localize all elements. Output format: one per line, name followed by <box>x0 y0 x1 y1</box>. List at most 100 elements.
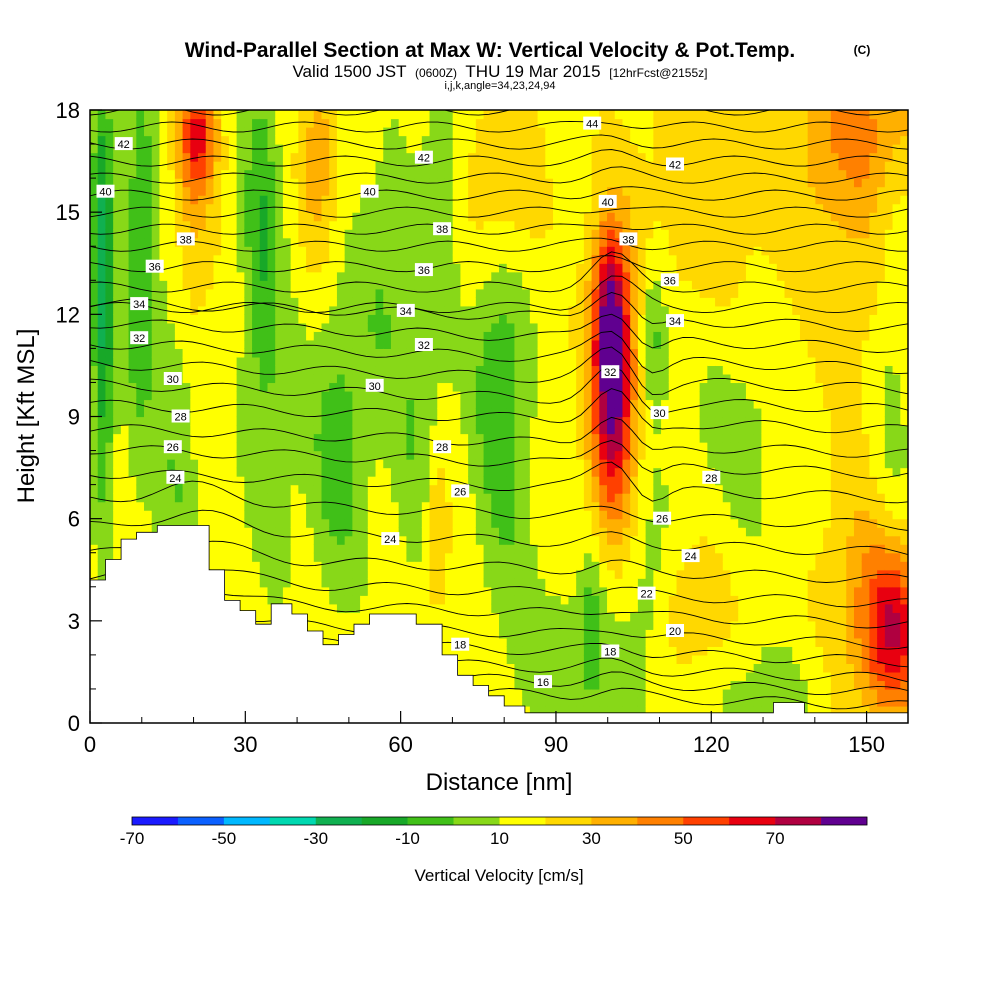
velocity-cell <box>329 322 338 332</box>
velocity-cell <box>213 450 222 460</box>
velocity-cell <box>545 586 554 596</box>
velocity-cell <box>275 416 284 426</box>
velocity-cell <box>128 425 137 435</box>
velocity-cell <box>499 365 508 375</box>
velocity-cell <box>375 459 384 469</box>
velocity-cell <box>128 459 137 469</box>
velocity-cell <box>545 271 554 281</box>
velocity-cell <box>113 501 122 511</box>
velocity-cell <box>159 203 168 213</box>
velocity-cell <box>321 552 330 562</box>
velocity-cell <box>514 569 523 579</box>
velocity-cell <box>105 212 114 222</box>
velocity-cell <box>614 561 624 571</box>
velocity-cell <box>90 297 99 307</box>
velocity-cell <box>599 348 608 358</box>
velocity-cell <box>306 527 315 537</box>
velocity-cell <box>522 135 531 145</box>
velocity-cell <box>290 510 299 520</box>
velocity-cell <box>159 110 168 120</box>
velocity-cell <box>522 527 531 537</box>
velocity-cell <box>205 484 215 494</box>
velocity-cell <box>190 161 199 171</box>
velocity-cell <box>275 305 284 315</box>
velocity-cell <box>267 544 276 554</box>
velocity-cell <box>583 688 593 699</box>
velocity-cell <box>259 603 269 613</box>
velocity-cell <box>583 527 593 537</box>
velocity-cell <box>506 229 516 239</box>
velocity-cell <box>344 229 353 239</box>
velocity-cell <box>460 229 469 239</box>
velocity-cell <box>198 365 207 375</box>
velocity-cell <box>190 416 199 426</box>
velocity-cell <box>105 535 114 545</box>
velocity-cell <box>383 110 392 120</box>
velocity-cell <box>576 654 585 664</box>
velocity-cell <box>344 263 353 273</box>
velocity-cell <box>290 484 299 494</box>
velocity-cell <box>475 373 485 384</box>
velocity-cell <box>506 501 516 511</box>
velocity-cell <box>375 365 384 375</box>
velocity-cell <box>576 297 585 307</box>
velocity-cell <box>444 578 454 588</box>
velocity-cell <box>352 603 361 613</box>
velocity-cell <box>344 620 353 630</box>
velocity-cell <box>614 552 624 562</box>
velocity-cell <box>136 288 145 298</box>
velocity-cell <box>97 433 107 443</box>
velocity-cell <box>499 552 508 562</box>
velocity-cell <box>553 169 562 179</box>
velocity-cell <box>182 322 191 332</box>
velocity-cell <box>499 178 508 188</box>
velocity-cell <box>329 280 338 290</box>
velocity-cell <box>182 518 191 528</box>
velocity-cell <box>290 569 299 579</box>
velocity-cell <box>545 569 554 579</box>
velocity-cell <box>113 195 122 205</box>
velocity-cell <box>128 127 137 137</box>
velocity-cell <box>120 118 130 128</box>
velocity-cell <box>90 407 99 418</box>
velocity-cell <box>444 237 454 247</box>
velocity-cell <box>545 348 554 358</box>
velocity-cell <box>236 433 245 443</box>
velocity-cell <box>213 169 222 179</box>
velocity-cell <box>429 501 438 511</box>
velocity-cell <box>144 127 153 137</box>
velocity-cell <box>367 484 377 494</box>
velocity-cell <box>360 450 369 460</box>
velocity-cell <box>236 603 245 613</box>
velocity-cell <box>568 365 577 375</box>
velocity-cell <box>244 322 253 332</box>
velocity-cell <box>205 280 215 290</box>
velocity-cell <box>390 314 400 324</box>
velocity-cell <box>522 161 531 171</box>
velocity-cell <box>375 569 384 579</box>
velocity-cell <box>568 195 577 205</box>
velocity-cell <box>97 561 107 571</box>
velocity-cell <box>506 331 516 341</box>
velocity-cell <box>352 586 361 596</box>
velocity-cell <box>244 467 253 477</box>
velocity-cell <box>90 237 99 247</box>
velocity-cell <box>360 203 369 213</box>
velocity-cell <box>444 399 454 409</box>
velocity-cell <box>329 110 338 120</box>
velocity-cell <box>144 382 153 392</box>
velocity-cell <box>205 144 215 154</box>
velocity-cell <box>267 433 276 443</box>
velocity-cell <box>491 569 500 579</box>
velocity-cell <box>205 356 215 367</box>
velocity-cell <box>120 195 130 205</box>
velocity-cell <box>475 118 485 128</box>
velocity-cell <box>313 493 323 503</box>
velocity-cell <box>313 127 323 137</box>
velocity-cell <box>90 484 99 494</box>
velocity-cell <box>174 510 184 520</box>
velocity-cell <box>313 527 323 537</box>
velocity-cell <box>182 399 191 409</box>
velocity-cell <box>97 212 107 222</box>
velocity-cell <box>475 399 485 409</box>
